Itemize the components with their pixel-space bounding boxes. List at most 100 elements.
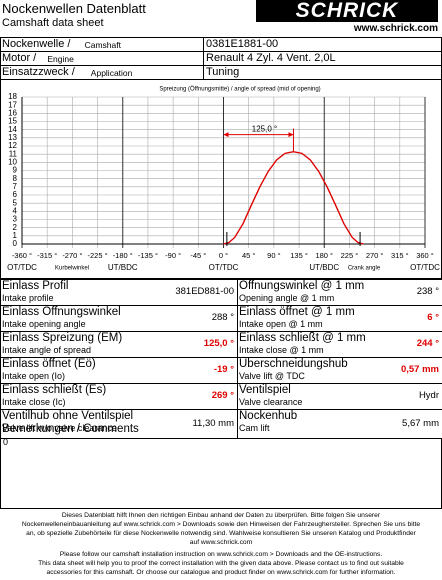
y-tick-label: 13 bbox=[8, 133, 17, 142]
y-tick-label: 18 bbox=[8, 92, 17, 101]
lift-chart: Spreizung (Öffnungsmitte) / angle of spr… bbox=[0, 79, 442, 279]
info-label: Motor / bbox=[2, 52, 37, 64]
y-tick-label: 16 bbox=[8, 108, 17, 117]
spec-label: Nockenhub bbox=[239, 410, 298, 422]
x-tick-label: 135 ° bbox=[290, 251, 308, 260]
spec-label: Einlass Öffnungswinkel bbox=[2, 306, 121, 318]
spec-value: Hydr bbox=[418, 390, 439, 401]
y-tick-label: 4 bbox=[13, 206, 18, 215]
chart-frame bbox=[0, 79, 442, 279]
footer-line: Nockenwelleneinbauanleitung auf www.schr… bbox=[21, 521, 421, 528]
spec-sublabel: Valve lift @ TDC bbox=[239, 371, 305, 381]
lift-curve bbox=[223, 151, 364, 245]
info-label: Nockenwelle / bbox=[2, 38, 71, 50]
spec-value: 11,30 mm bbox=[192, 417, 234, 429]
x-tick-label: 315 ° bbox=[391, 251, 409, 260]
spec-label: Einlass Spreizung (EM) bbox=[2, 332, 123, 344]
spec-label: Ventilhub ohne Ventilspiel bbox=[2, 410, 134, 422]
x-tick-label: 0 ° bbox=[219, 251, 228, 260]
x-marker-label: UT/BDC bbox=[309, 263, 339, 272]
y-tick-label: 14 bbox=[8, 125, 17, 134]
y-tick-label: 9 bbox=[13, 166, 18, 175]
spec-sublabel: Intake open (Io) bbox=[2, 371, 66, 381]
spec-label: Einlass öffnet (Eö) bbox=[2, 358, 96, 370]
spec-sublabel: Valve lift w/o valve clearance bbox=[2, 423, 117, 433]
y-tick-label: 15 bbox=[8, 117, 17, 126]
x-marker-label: OT/TDC bbox=[410, 263, 440, 272]
y-tick-label: 2 bbox=[13, 223, 18, 232]
info-label: Einsatzzweck / bbox=[2, 66, 75, 78]
footer-line: auf www.schrick.com bbox=[189, 539, 253, 546]
x-tick-label: 45 ° bbox=[242, 251, 255, 260]
x-tick-label: -315 ° bbox=[37, 251, 57, 260]
y-tick-label: 10 bbox=[8, 157, 17, 166]
x-tick-label: -90 ° bbox=[165, 251, 181, 260]
spec-label: Einlass öffnet @ 1 mm bbox=[239, 306, 355, 318]
spec-value: 5,67 mm bbox=[402, 417, 439, 429]
y-tick-label: 3 bbox=[13, 215, 18, 224]
sheet-subtitle: Camshaft data sheet bbox=[2, 17, 104, 29]
spec-sublabel: Intake close @ 1 mm bbox=[239, 345, 324, 355]
y-tick-label: 7 bbox=[13, 182, 18, 191]
x-tick-label: -225 ° bbox=[88, 251, 108, 260]
spec-label: Öffnungswinkel @ 1 mm bbox=[239, 280, 365, 292]
x-marker-label: UT/BDC bbox=[108, 263, 138, 272]
spec-value: 288 ° bbox=[211, 312, 234, 323]
sheet-title: Nockenwellen Datenblatt bbox=[2, 1, 146, 16]
spec-value: -19 ° bbox=[213, 364, 234, 375]
spread-label: 125,0 ° bbox=[252, 125, 277, 134]
x-tick-label: -180 ° bbox=[113, 251, 133, 260]
x-marker-label: OT/TDC bbox=[209, 263, 239, 272]
x-tick-label: 360 ° bbox=[416, 251, 434, 260]
y-tick-label: 5 bbox=[13, 198, 18, 207]
spec-label: Einlass schließt (Es) bbox=[2, 384, 107, 396]
comments-label: Bemerkungen / Comments bbox=[2, 423, 139, 435]
spec-sublabel: Intake profile bbox=[2, 293, 54, 303]
chart-title: Spreizung (Öffnungsmitte) / angle of spr… bbox=[159, 86, 320, 93]
footer-line: an, ob spezielle Zubehörteile für diese … bbox=[26, 530, 416, 537]
spec-label: Ventilspiel bbox=[239, 384, 291, 396]
x-tick-label: -360 ° bbox=[12, 251, 32, 260]
y-tick-label: 8 bbox=[13, 174, 18, 183]
spec-value: 238 ° bbox=[416, 286, 439, 297]
y-tick-label: 17 bbox=[8, 100, 17, 109]
x-axis-label: Crank angle bbox=[348, 266, 381, 272]
spec-label: Einlass schließt @ 1 mm bbox=[239, 332, 366, 344]
footer-line: accessories for this camshaft. Or choose… bbox=[46, 569, 396, 576]
x-tick-label: -270 ° bbox=[62, 251, 82, 260]
y-tick-label: 0 bbox=[13, 239, 18, 248]
spec-value: 244 ° bbox=[416, 338, 439, 349]
comments-box bbox=[0, 438, 442, 509]
spec-value: 6 ° bbox=[427, 312, 439, 323]
spec-sublabel: Intake open @ 1 mm bbox=[239, 319, 323, 329]
spec-label: Überschneidungshub bbox=[239, 358, 348, 370]
info-sublabel: Application bbox=[90, 68, 133, 78]
x-tick-label: -45 ° bbox=[190, 251, 206, 260]
spec-label: Einlass Profil bbox=[2, 280, 69, 292]
footer-line: Please follow our camshaft installation … bbox=[59, 551, 383, 558]
x-tick-label: 225 ° bbox=[341, 251, 359, 260]
x-tick-label: 180 ° bbox=[315, 251, 333, 260]
info-value: 0381E1881-00 bbox=[206, 38, 279, 50]
spec-value: 381ED881-00 bbox=[175, 286, 234, 297]
info-value: Tuning bbox=[206, 66, 240, 78]
footer-line: Dieses Datenblatt hilft Ihnen den richti… bbox=[61, 512, 381, 519]
spec-value: 0,57 mm bbox=[400, 364, 439, 375]
website: www.schrick.com bbox=[353, 23, 438, 34]
logo: SCHRICK bbox=[256, 0, 438, 22]
y-tick-label: 12 bbox=[8, 141, 17, 150]
spec-sublabel: Intake close (Ic) bbox=[2, 397, 66, 407]
y-tick-label: 6 bbox=[13, 190, 18, 199]
spec-sublabel: Cam lift bbox=[239, 423, 270, 433]
spec-value: 269 ° bbox=[211, 390, 234, 401]
comments-value: 0 bbox=[3, 437, 9, 447]
y-tick-label: 1 bbox=[13, 231, 18, 240]
footer-line: This data sheet will help you to proof t… bbox=[38, 560, 404, 567]
x-tick-label: -135 ° bbox=[138, 251, 158, 260]
spec-sublabel: Opening angle @ 1 mm bbox=[239, 293, 335, 303]
y-tick-label: 11 bbox=[9, 149, 18, 158]
spec-sublabel: Intake angle of spread bbox=[2, 345, 92, 355]
x-tick-label: 90 ° bbox=[267, 251, 280, 260]
x-axis-label: Kurbelwinkel bbox=[55, 266, 89, 272]
